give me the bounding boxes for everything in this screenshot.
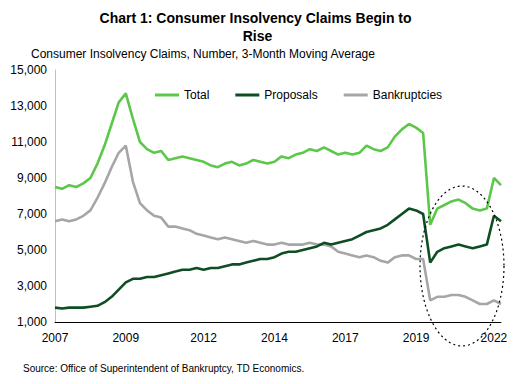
- svg-text:2019: 2019: [403, 331, 430, 345]
- svg-text:2022: 2022: [480, 331, 508, 345]
- svg-text:2012: 2012: [190, 331, 217, 345]
- svg-text:2007: 2007: [42, 331, 69, 345]
- svg-text:Total: Total: [184, 88, 209, 102]
- svg-text:15,000: 15,000: [10, 63, 47, 77]
- svg-text:9,000: 9,000: [17, 171, 47, 185]
- svg-text:5,000: 5,000: [17, 243, 47, 257]
- svg-text:Source: Office of Superintende: Source: Office of Superintendent of Bank…: [23, 363, 304, 374]
- svg-text:11,000: 11,000: [11, 135, 47, 149]
- svg-text:1,000: 1,000: [17, 315, 47, 329]
- svg-text:13,000: 13,000: [10, 99, 47, 113]
- svg-text:7,000: 7,000: [17, 207, 47, 221]
- svg-text:Chart 1: Consumer Insolvency C: Chart 1: Consumer Insolvency Claims Begi…: [100, 10, 416, 26]
- svg-text:2009: 2009: [112, 331, 139, 345]
- svg-text:2014: 2014: [261, 331, 288, 345]
- svg-text:3,000: 3,000: [17, 279, 47, 293]
- svg-text:2017: 2017: [332, 331, 359, 345]
- svg-text:Bankruptcies: Bankruptcies: [373, 88, 442, 102]
- svg-text:Consumer Insolvency Claims, Nu: Consumer Insolvency Claims, Number, 3-Mo…: [31, 47, 375, 61]
- svg-text:Proposals: Proposals: [264, 88, 317, 102]
- svg-text:Rise: Rise: [243, 28, 273, 44]
